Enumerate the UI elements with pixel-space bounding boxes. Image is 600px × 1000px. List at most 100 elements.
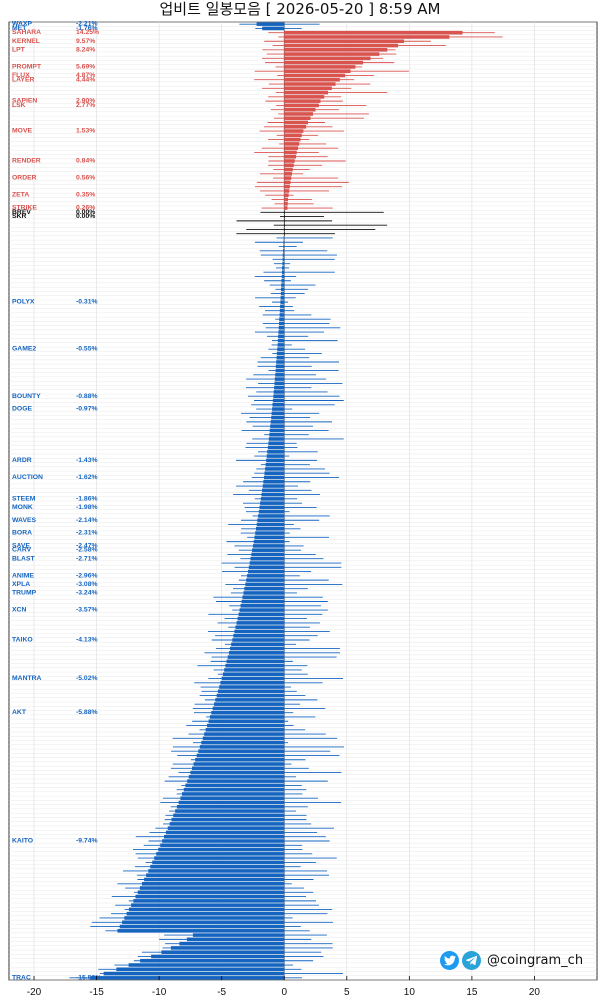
value-bar — [239, 608, 285, 612]
value-bar — [256, 522, 285, 527]
value-bar — [273, 390, 285, 394]
value-bar — [277, 343, 285, 347]
value-bar — [282, 253, 285, 257]
value-bar — [277, 338, 285, 343]
value-bar — [284, 30, 463, 35]
value-bar — [176, 805, 285, 809]
value-bar — [117, 929, 285, 933]
value-bar — [276, 351, 285, 356]
row-pct-label: 9.57% — [76, 38, 95, 45]
value-bar — [284, 90, 329, 95]
value-bar — [274, 377, 285, 381]
telegram-icon[interactable] — [462, 950, 481, 970]
row-name-label: KAITO — [12, 838, 33, 845]
value-bar — [268, 441, 285, 446]
value-bar — [278, 326, 285, 330]
brand-handle[interactable]: @coingram_ch — [487, 952, 584, 968]
value-bar — [237, 616, 285, 621]
value-bar — [141, 881, 285, 886]
row-pct-label: -1.76% — [76, 25, 98, 32]
value-bar — [158, 847, 285, 852]
value-bar — [249, 561, 285, 565]
value-bar — [284, 56, 371, 61]
value-bar — [252, 548, 285, 552]
row-name-label: POLYX — [12, 299, 35, 306]
row-pct-label: 0.84% — [76, 158, 95, 165]
row-name-label: WAVES — [12, 517, 37, 524]
value-bar — [267, 450, 285, 454]
row-name-label: ARDR — [12, 457, 32, 464]
value-bar — [186, 937, 285, 942]
value-bar — [255, 531, 285, 535]
value-bar — [219, 685, 285, 689]
value-bar — [284, 150, 297, 155]
brand-watermark: @coingram_ch — [440, 948, 590, 972]
value-bar — [207, 723, 285, 728]
value-bar — [240, 603, 285, 608]
row-name-label: GAME2 — [12, 346, 36, 353]
value-bar — [284, 112, 314, 116]
value-bar — [259, 505, 285, 510]
row-pct-label: -5.02% — [76, 675, 98, 682]
value-bar — [152, 860, 285, 865]
value-bar — [284, 77, 340, 82]
value-bar — [258, 509, 285, 514]
value-bar — [242, 595, 285, 600]
value-bar — [281, 278, 285, 283]
value-bar — [284, 60, 364, 65]
value-bar — [201, 740, 285, 745]
value-bar — [199, 745, 285, 749]
value-bar — [137, 890, 285, 895]
value-bar — [284, 206, 288, 210]
value-bar — [284, 193, 289, 197]
value-bar — [262, 488, 285, 493]
value-bar — [187, 779, 285, 783]
chart-axis: -20 -15 -10 -5 0 5 10 15 20 — [27, 976, 540, 998]
value-bar — [265, 467, 285, 471]
value-bar — [131, 903, 285, 907]
value-bar — [133, 899, 285, 903]
value-bar — [195, 757, 285, 762]
row-pct-label: 14.25% — [76, 29, 99, 36]
value-bar — [284, 52, 380, 56]
row-pct-label: 4.87% — [76, 72, 95, 79]
value-bar — [272, 407, 285, 411]
row-pct-label: -2.14% — [76, 517, 98, 524]
twitter-icon[interactable] — [440, 950, 459, 970]
value-bar — [284, 214, 285, 219]
value-bar — [260, 501, 285, 505]
value-bar — [116, 967, 285, 972]
value-bar — [260, 497, 285, 501]
value-bar — [278, 334, 285, 339]
value-bar — [171, 817, 285, 822]
value-bar — [227, 655, 285, 659]
value-bar — [284, 39, 404, 44]
value-bar — [198, 749, 285, 753]
value-bar — [156, 852, 285, 856]
x-tick-label: -5 — [217, 987, 226, 998]
value-bar — [284, 95, 325, 99]
value-bar — [284, 35, 450, 39]
row-pct-label: 2.90% — [76, 98, 95, 105]
x-tick-label: -10 — [152, 987, 167, 998]
value-bar — [246, 578, 285, 582]
row-name-label: BLAST — [12, 555, 36, 562]
value-bar — [90, 976, 285, 980]
value-bar — [284, 137, 301, 142]
row-name-label: RENDER — [12, 158, 41, 165]
value-bar — [284, 133, 302, 138]
value-bar — [284, 103, 319, 108]
value-bar — [269, 428, 285, 433]
value-bar — [146, 873, 285, 878]
value-bar — [211, 710, 285, 715]
value-bar — [284, 210, 285, 215]
row-pct-label: 2.77% — [76, 102, 95, 109]
value-bar — [167, 826, 285, 830]
row-name-label: ZETA — [12, 192, 29, 199]
value-bar — [284, 223, 285, 227]
value-bar — [266, 458, 285, 463]
value-bar — [284, 129, 304, 133]
value-bar — [284, 142, 300, 146]
value-bar — [274, 385, 285, 390]
value-bar — [280, 304, 285, 309]
